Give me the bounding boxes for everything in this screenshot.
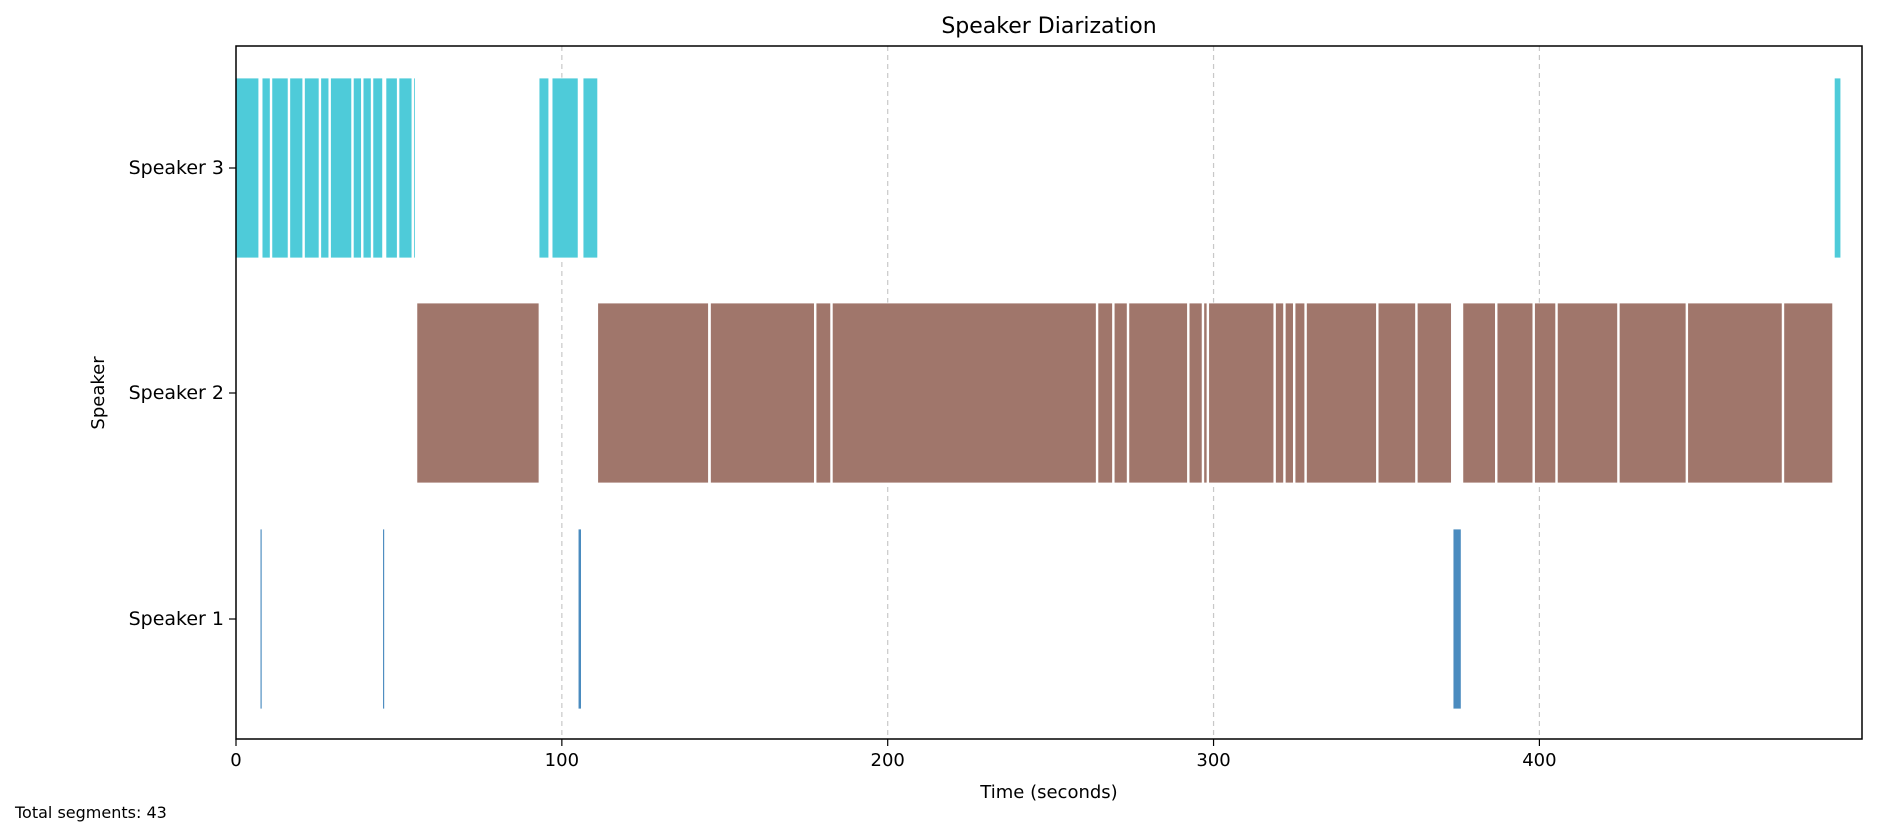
speaker-segment (1833, 77, 1842, 259)
speaker-segment (1097, 302, 1113, 484)
speaker-segment (1113, 302, 1128, 484)
speaker-segment (398, 77, 413, 259)
speaker-segment (1618, 302, 1687, 484)
speaker-segment (1452, 528, 1462, 710)
speaker-segment (271, 77, 289, 259)
y-axis-label: Speaker (88, 356, 109, 430)
speaker-segment (710, 302, 815, 484)
speaker-segment (362, 77, 372, 259)
speaker-segment (1275, 302, 1285, 484)
speaker-segment (382, 528, 385, 710)
speaker-segment (289, 77, 304, 259)
speaker-segment (1208, 302, 1275, 484)
speaker-segment (413, 77, 416, 259)
speaker-segment (1203, 302, 1208, 484)
total-segments-note: Total segments: 43 (15, 803, 167, 822)
speaker-segment (582, 77, 599, 259)
speaker-segment (1188, 302, 1203, 484)
speaker-segment (320, 77, 330, 259)
speaker-segment (538, 77, 550, 259)
speaker-segment (1294, 302, 1306, 484)
x-tick-label: 0 (230, 750, 241, 771)
speaker-segment (352, 77, 362, 259)
speaker-segment (1416, 302, 1452, 484)
speaker-segment (1687, 302, 1783, 484)
speaker-segment (1783, 302, 1834, 484)
speaker-segment (1496, 302, 1534, 484)
bars-layer (235, 77, 1842, 710)
speaker-segment (577, 528, 582, 710)
speaker-segment (330, 77, 353, 259)
speaker-segment (1462, 302, 1496, 484)
speaker-segment (597, 302, 709, 484)
speaker-segment (815, 302, 832, 484)
x-tick-label: 200 (871, 750, 905, 771)
speaker-segment (416, 302, 540, 484)
chart-title: Speaker Diarization (941, 14, 1156, 39)
x-tick-label: 400 (1522, 750, 1556, 771)
speaker-segment (235, 77, 260, 259)
speaker-segment (1534, 302, 1557, 484)
speaker-segment (261, 77, 271, 259)
speaker-segment (831, 302, 1097, 484)
y-axis: Speaker 1 Speaker 2 Speaker 3 (129, 157, 236, 630)
speaker-segment (1284, 302, 1294, 484)
speaker-segment (372, 77, 384, 259)
speaker-segment (1306, 302, 1377, 484)
x-axis: 0 100 200 300 400 (230, 739, 1557, 771)
x-tick-label: 100 (545, 750, 579, 771)
speaker-segment (1377, 302, 1416, 484)
y-tick-label: Speaker 1 (129, 608, 224, 630)
y-tick-label: Speaker 3 (129, 157, 224, 179)
speaker-segment (259, 528, 263, 710)
speaker-segment (385, 77, 398, 259)
x-axis-label: Time (seconds) (979, 782, 1117, 803)
y-tick-label: Speaker 2 (129, 382, 224, 404)
x-tick-label: 300 (1196, 750, 1230, 771)
speaker-segment (551, 77, 579, 259)
speaker-segment (304, 77, 320, 259)
speaker-segment (1556, 302, 1619, 484)
speaker-segment (1128, 302, 1188, 484)
